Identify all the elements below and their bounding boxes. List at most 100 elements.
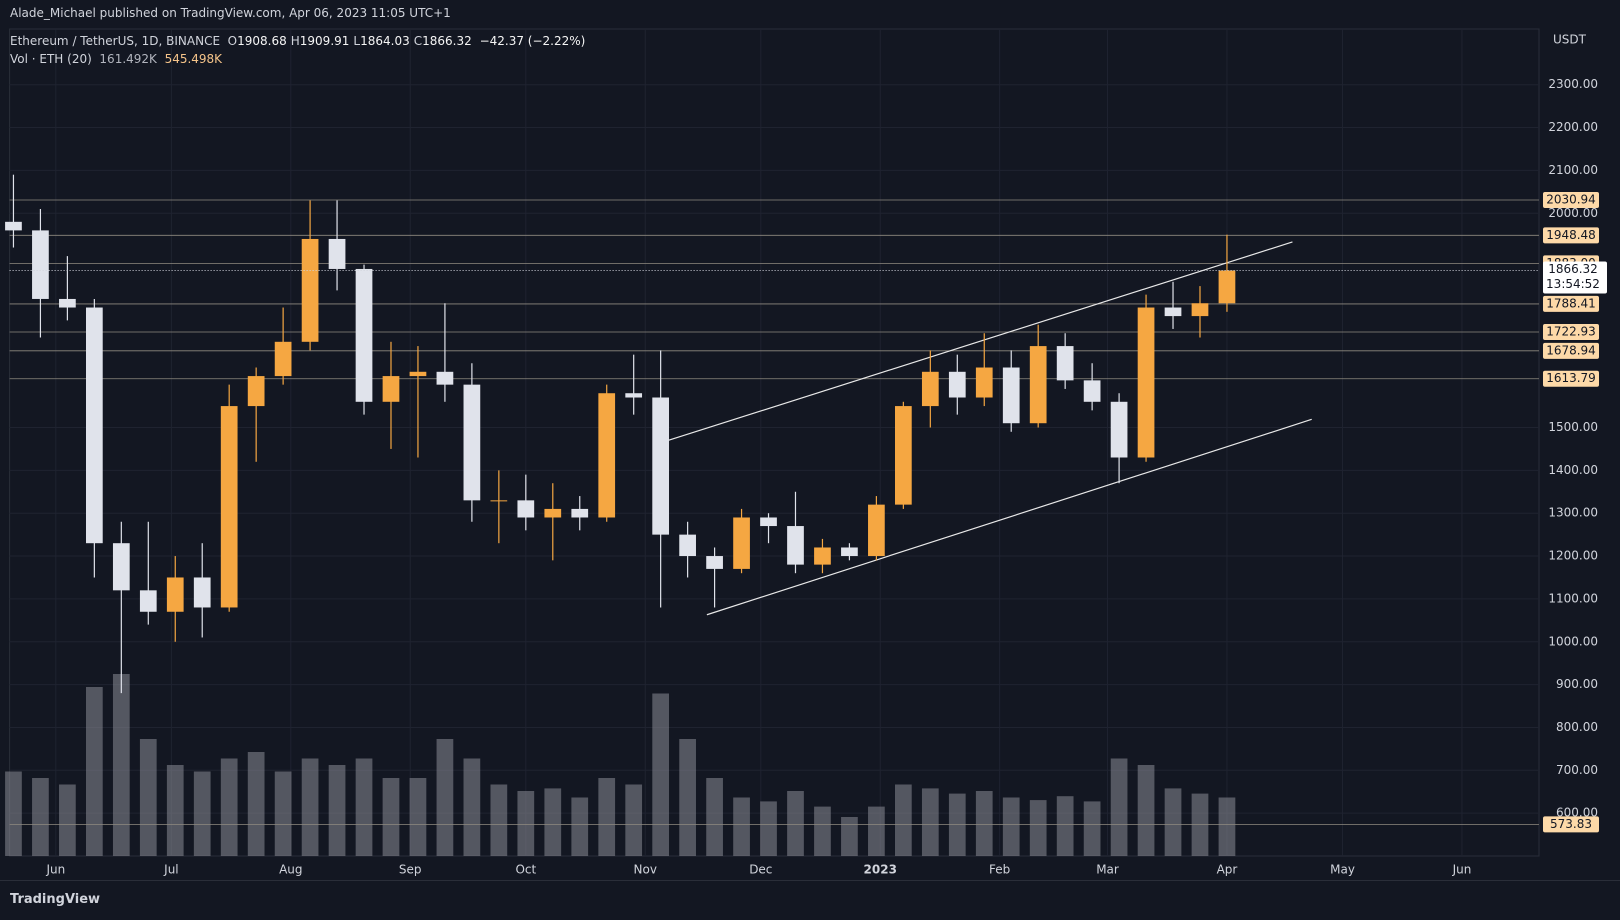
candle-body [59,298,76,308]
volume-bar [787,791,804,856]
trendline [668,241,1293,441]
level-label: 1948.48 [1546,228,1596,242]
candle-body [220,406,238,608]
volume-bar [1083,801,1101,856]
y-tick-label: 2300.00 [1548,77,1598,91]
candle-body [1110,401,1128,458]
volume-bar [868,806,885,856]
volume-bar [1137,765,1155,856]
level-label: 2030.94 [1546,192,1596,206]
y-tick-label: 2100.00 [1548,163,1598,177]
volume-legend: Vol · ETH (20) 161.492K 545.498K [10,52,222,66]
volume-bar [598,778,616,856]
legend-line: Ethereum / TetherUS, 1D, BINANCE O1908.6… [10,34,585,48]
plot-border [9,28,1540,857]
candle-body [1002,367,1020,424]
volume-label: Vol · ETH (20) [10,52,92,66]
volume-bar [625,784,643,856]
y-tick-label: 2200.00 [1548,120,1598,134]
volume-value: 161.492K [99,52,157,66]
level-label: 1788.41 [1546,296,1596,310]
volume-bar [571,797,589,856]
volume-bar [328,765,346,856]
ohlc-label: L [353,34,361,48]
y-tick-label: 700.00 [1556,763,1598,777]
change: −42.37 (−2.22%) [479,34,586,48]
candle-body [571,508,589,518]
volume-bar [32,778,49,856]
candle-body [355,268,373,402]
candle-body [948,371,966,398]
volume-bar [1110,758,1128,856]
candle-body [112,543,130,591]
ohlc: O1908.68 H1909.91 L1864.03 C1866.32 [228,34,476,48]
x-tick-label: Apr [1217,863,1238,877]
level-tag [1543,191,1599,208]
volume-bar [85,687,103,856]
volume-bar [5,771,22,856]
x-tick-label: 2023 [864,863,897,877]
volume-bar [490,784,508,856]
volume-bar [517,791,535,856]
level-tag [1543,323,1599,340]
ohlc-label: C [413,34,423,48]
volume-ma: 545.498K [164,52,223,66]
volume-bar [921,788,939,856]
x-tick-label: Jun [1452,863,1472,877]
volume-bar [247,752,265,856]
x-tick-label: Mar [1096,863,1119,877]
ohlc-label: H [290,34,300,48]
candle-body [193,577,211,608]
volume-bar [1218,797,1236,856]
volume-bar [948,793,966,856]
level-tag [1543,342,1599,359]
volume-bar [193,771,211,856]
last-price-tag [1543,261,1607,294]
level-label: 1722.93 [1546,324,1596,338]
volume-bar [1164,788,1182,856]
candle-body [598,393,616,518]
volume-bar [301,758,319,856]
candle-body [301,238,319,342]
y-tick-label: 1300.00 [1548,506,1598,520]
volume-bar [760,801,777,856]
ohlc-value: 1908.68 [237,34,287,48]
volume-bar [544,788,562,856]
volume-bar [436,739,454,856]
candle-body [409,371,427,377]
candle-body [733,517,750,569]
volume-bar [679,739,696,856]
ohlc-value: 1909.91 [299,34,350,48]
volume-bar [733,797,750,856]
y-tick-label: 2000.00 [1548,206,1598,220]
volume-bar [841,817,858,856]
candle-body [868,504,885,557]
candle-body [787,526,804,565]
candle-body [139,590,157,612]
candle-body [625,393,643,398]
footer: TradingView [0,880,1620,920]
candle-body [247,376,265,407]
volume-bar [409,778,427,856]
candle-body [814,547,831,565]
x-tick-label: Jun [45,863,65,877]
level-tag [1543,816,1599,833]
candle-body [490,500,508,502]
candle-body [166,577,184,612]
candle-body [760,517,777,527]
candle-body [544,508,562,518]
trendline [706,418,1312,616]
brand[interactable]: TradingView [10,892,101,907]
y-tick-label: 600.00 [1556,806,1598,820]
candle-body [1191,303,1209,317]
candle-body [1083,380,1101,402]
level-tag [1543,295,1599,312]
y-tick-label: 900.00 [1556,677,1598,691]
volume-bar [463,758,481,856]
candle-body [463,384,481,501]
level-label: 1678.94 [1546,343,1596,357]
volume-bar [139,739,157,856]
x-tick-label: Sep [399,863,422,877]
x-tick-label: Oct [515,863,536,877]
